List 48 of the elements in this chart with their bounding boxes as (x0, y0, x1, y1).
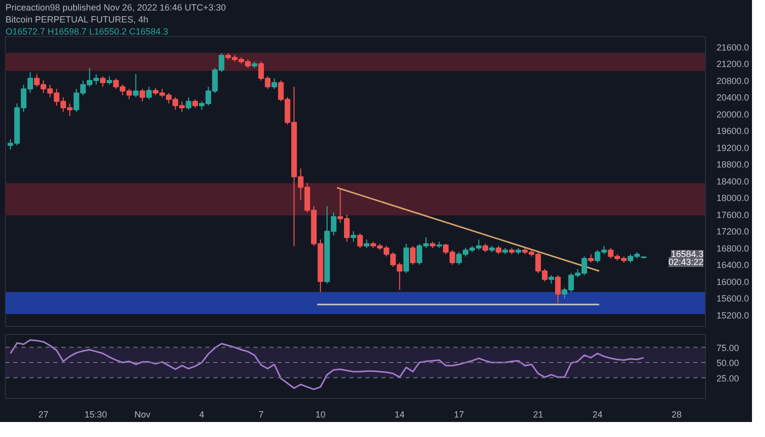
y-tick-label: 18000.0 (716, 193, 750, 204)
x-tick-label: 24 (592, 410, 602, 420)
y-tick-label: 19600.0 (716, 126, 750, 136)
y-tick-label: 19200.0 (716, 142, 750, 153)
candlestick (410, 245, 416, 266)
x-tick-label: 27 (38, 410, 48, 420)
text: Priceaction98 published Nov 26, 2022 16:46 UTC+3:30 (6, 2, 226, 12)
x-tick-label: 4 (199, 410, 204, 420)
y-tick-label: 18400.0 (716, 176, 750, 186)
y-tick-label: 16000.0 (716, 276, 750, 287)
x-tick-label: Nov (134, 410, 151, 420)
annotation: 02:43:22 (668, 257, 704, 268)
y-tick-label: 15600.0 (716, 294, 750, 304)
annotation: 16584.3 (670, 249, 704, 260)
candlestick (350, 230, 356, 242)
y-tick-label: 20400.0 (716, 92, 750, 103)
candlestick (271, 78, 278, 90)
x-tick-label: 21 (533, 410, 544, 420)
x-tick-label: 17 (454, 410, 464, 420)
candlestick (357, 232, 363, 248)
x-tick-label: 14 (394, 410, 405, 420)
y-tick-label: 50.00 (716, 358, 740, 368)
y-tick-label: 20000.0 (716, 109, 750, 120)
y-tick-label: 16800.0 (716, 243, 750, 254)
candlestick (146, 86, 152, 100)
y-tick-label: 17200.0 (716, 226, 750, 237)
x-tick-label: 7 (258, 410, 264, 420)
y-tick-label: 75.00 (716, 342, 740, 353)
line-series (10, 339, 644, 390)
y-tick-label: 20800.0 (716, 76, 750, 86)
candlestick (403, 243, 410, 274)
chart-title: Bitcoin PERPETUAL FUTURES, 4h (6, 14, 148, 24)
y-tick-label: 16400.0 (716, 260, 750, 270)
x-tick-label: 28 (672, 410, 682, 420)
x-tick-label: 10 (315, 410, 326, 420)
candlestick (140, 88, 146, 102)
candlestick (186, 96, 192, 110)
x-tick-label: 15:30 (84, 410, 108, 420)
y-tick-label: 25.00 (716, 373, 740, 384)
chart-subtitle: O16572.7 H16598.7 L16550.2 C16584.3 (6, 26, 168, 36)
y-tick-label: 21600.0 (716, 42, 750, 52)
y-tick-label: 18800.0 (716, 160, 750, 170)
candlestick (555, 274, 561, 304)
y-tick-label: 15200.0 (716, 310, 750, 320)
candlestick (100, 76, 106, 88)
y-tick-label: 17600.0 (716, 210, 750, 220)
candlestick (132, 74, 139, 98)
y-tick-label: 21200.0 (716, 59, 750, 70)
